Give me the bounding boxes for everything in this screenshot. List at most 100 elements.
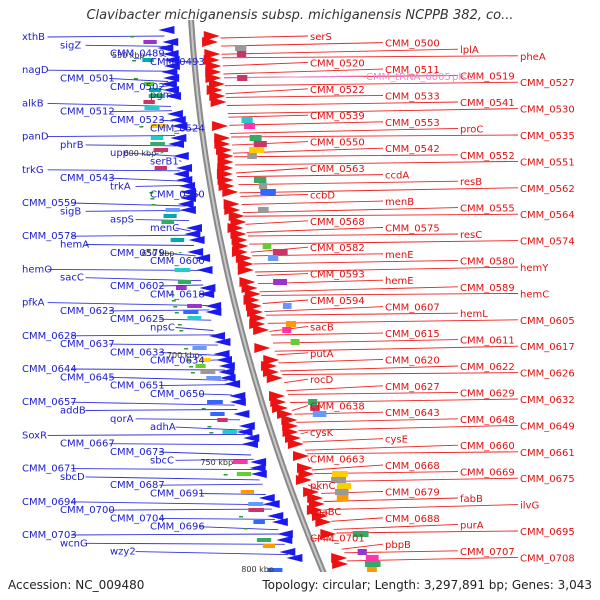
right-gene-label: rocD [310, 375, 334, 386]
reverse-cds-arrow [169, 116, 186, 124]
cog-block [282, 303, 292, 309]
cog-block [257, 207, 269, 213]
right-leader-line [284, 378, 309, 384]
kbp-marker: 650 kbp [142, 249, 175, 258]
right-leader-line [239, 187, 519, 194]
kbp-marker: 600 kbp [124, 149, 157, 158]
reverse-cds-arrow [196, 266, 213, 274]
right-leader-line [280, 365, 459, 372]
right-leader-line [255, 266, 519, 273]
right-leader-line [220, 35, 309, 39]
left-gene-label: wzy2 [110, 547, 136, 558]
reverse-cds-arrow [286, 554, 303, 562]
right-leader-line [259, 286, 459, 293]
left-gene-label: CMM_0560 [150, 190, 205, 201]
right-leader-line [223, 68, 384, 75]
right-gene-label: CMM_0574 [520, 237, 575, 248]
cog-block [187, 304, 202, 308]
gc-mark [132, 60, 137, 62]
forward-cds-arrow [266, 373, 283, 383]
forward-cds-arrow [295, 475, 312, 485]
right-gene-label: CMM_0511 [385, 65, 440, 76]
left-leader-line [71, 533, 282, 536]
reverse-cds-arrow [176, 176, 193, 184]
right-gene-label: CMM_0708 [520, 553, 575, 564]
reverse-cds-arrow [224, 380, 241, 388]
right-leader-line [333, 523, 459, 530]
forward-cds-arrow [202, 37, 219, 47]
cog-block [206, 376, 222, 380]
cog-block [236, 472, 252, 476]
trna-label: plsC [452, 72, 473, 83]
forward-cds-arrow [253, 325, 270, 335]
right-gene-label: pbpB [385, 540, 411, 551]
right-gene-label: CMM_0522 [310, 85, 365, 96]
left-leader-line [159, 284, 204, 287]
gc-mark [170, 294, 175, 296]
left-gene-label: CMM_0559 [22, 198, 77, 209]
left-gene-label: aspS [110, 215, 134, 226]
right-gene-label: resB [460, 177, 482, 188]
left-gene-label: CMM_0651 [110, 381, 165, 392]
left-gene-label: serB1 [150, 157, 179, 168]
left-leader-line [159, 351, 221, 356]
left-leader-line [47, 302, 208, 307]
left-gene-label: wcnG [60, 538, 88, 549]
left-gene-label: CMM_0650 [150, 389, 205, 400]
accession-text: Accession: NC_009480 [8, 578, 145, 592]
right-leader-line [305, 444, 459, 451]
left-leader-line [109, 508, 272, 511]
cog-block [336, 483, 352, 489]
right-leader-line [232, 141, 309, 146]
reverse-cds-arrow [263, 500, 280, 508]
cog-block [144, 106, 160, 110]
forward-cds-arrow [244, 289, 261, 299]
right-gene-label: CMM_0622 [460, 362, 515, 373]
cog-block [192, 346, 207, 350]
left-leader-line [159, 318, 212, 321]
right-gene-label: hemE [385, 276, 414, 287]
right-gene-label: ccdA [385, 171, 409, 182]
right-gene-label: hemY [520, 263, 549, 274]
gc-mark [177, 324, 182, 326]
left-gene-label: CMM_0501 [60, 74, 115, 85]
cog-block [310, 405, 320, 411]
forward-cds-arrow [315, 517, 332, 527]
right-gene-label: CMM_0533 [385, 91, 440, 102]
cog-block [236, 51, 247, 57]
left-gene-label: CMM_0634 [150, 356, 205, 367]
cog-block [161, 220, 175, 224]
kbp-marker: 550 kbp [112, 51, 145, 60]
forward-cds-arrow [276, 409, 293, 419]
cog-block [150, 136, 164, 140]
feature-track [130, 26, 388, 592]
cog-block [248, 502, 264, 506]
left-leader-line [71, 468, 257, 471]
right-gene-label: pheA [520, 52, 546, 63]
right-leader-line [307, 451, 519, 455]
cog-block [232, 460, 248, 464]
gc-mark [187, 360, 192, 362]
gc-mark [150, 198, 155, 200]
cog-block [357, 549, 367, 555]
right-leader-line [331, 517, 384, 522]
reverse-cds-arrow [205, 302, 222, 310]
left-gene-label: CMM_0633 [110, 347, 165, 358]
right-leader-line [224, 81, 519, 87]
right-leader-line [288, 391, 459, 395]
right-leader-line [262, 299, 309, 304]
cog-block [247, 153, 257, 159]
left-gene-label: pfkA [22, 298, 45, 309]
reverse-cds-arrow [172, 152, 189, 160]
left-gene-label: qorA [110, 414, 134, 425]
left-gene-label: CMM_0704 [110, 513, 165, 524]
gc-mark [243, 528, 248, 530]
right-leader-line [296, 418, 459, 423]
right-leader-line [236, 167, 309, 174]
reverse-cds-arrow [271, 518, 288, 526]
left-leader-line [175, 227, 191, 232]
left-leader-line [159, 119, 174, 122]
right-gene-label: CMM_0551 [520, 157, 575, 168]
right-leader-line [244, 213, 519, 217]
right-gene-label: CMM_0520 [310, 58, 365, 69]
